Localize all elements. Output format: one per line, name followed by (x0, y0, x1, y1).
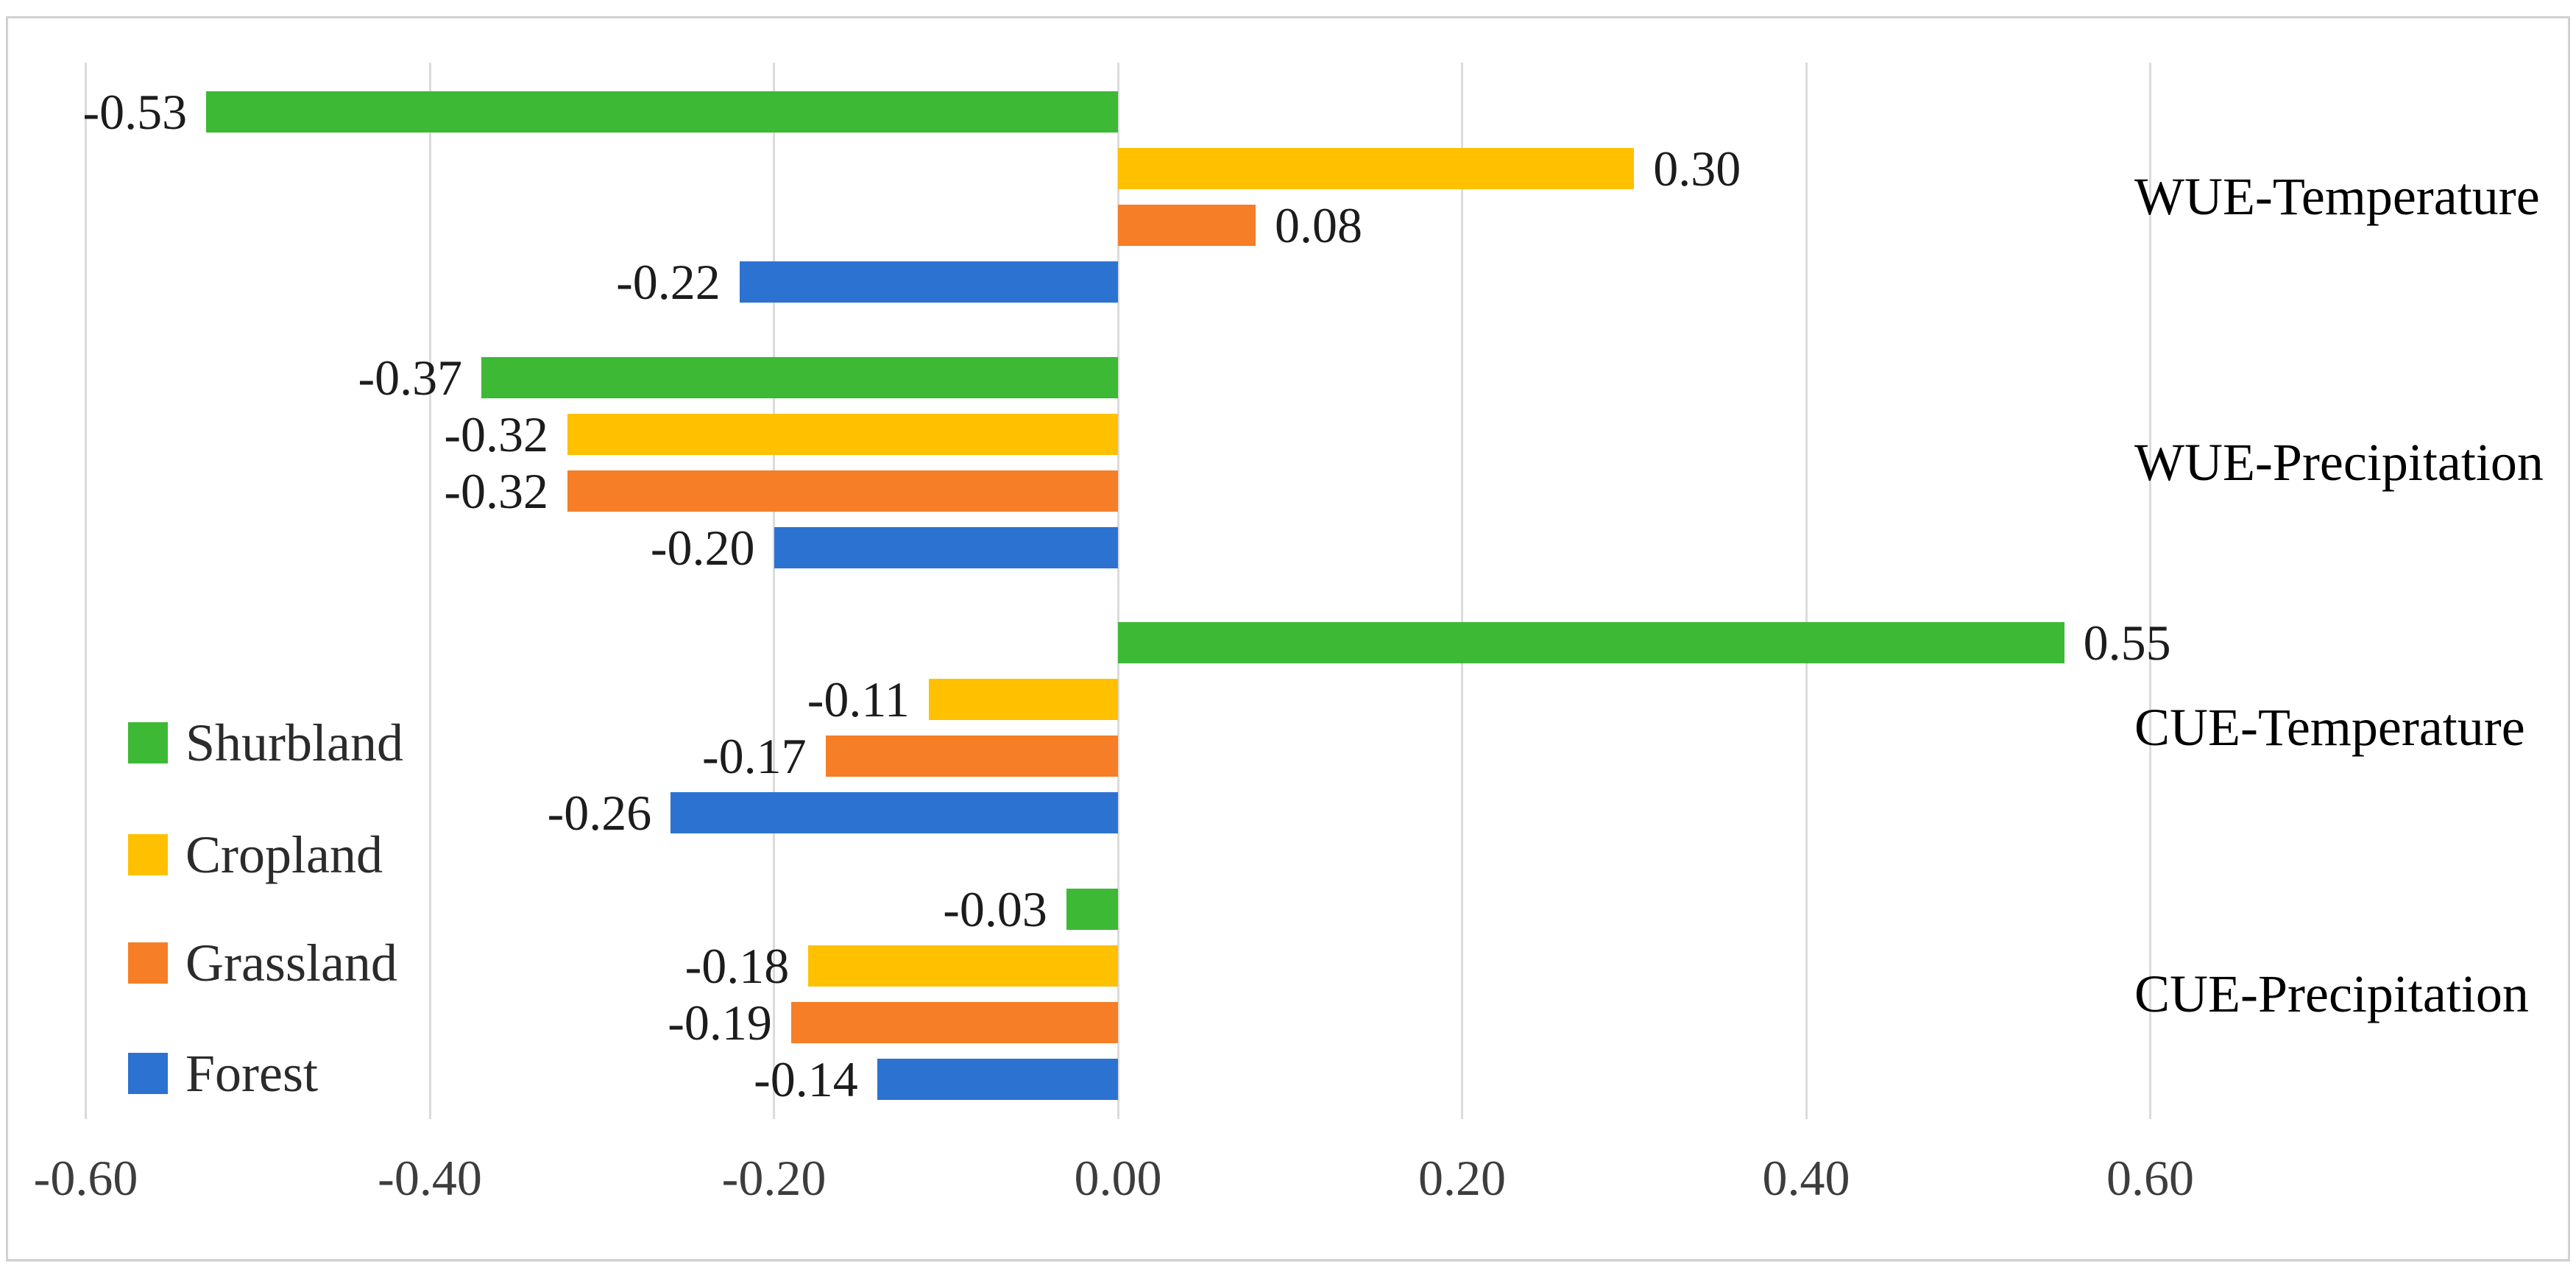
bar-value-label: -0.26 (547, 784, 652, 841)
bar (1066, 888, 1118, 930)
bar-value-label: 0.08 (1275, 197, 1362, 253)
bar (808, 945, 1118, 987)
legend-label: Shurbland (185, 713, 403, 772)
gridline (85, 63, 87, 1119)
legend-swatch (128, 942, 168, 984)
gridline (2149, 63, 2151, 1119)
category-label: WUE-Temperature (2134, 167, 2540, 226)
x-tick-label: 0.60 (2106, 1150, 2194, 1206)
bar-value-label: -0.11 (807, 671, 910, 727)
x-tick-label: 0.00 (1074, 1150, 1162, 1206)
category-label: WUE-Precipitation (2134, 433, 2544, 492)
bar-value-label: -0.20 (650, 519, 755, 576)
bar (206, 91, 1118, 133)
chart-frame (6, 16, 2570, 1261)
x-tick-label: 0.40 (1762, 1150, 1850, 1206)
gridline (1117, 63, 1119, 1119)
bar-value-label: -0.32 (444, 462, 548, 519)
bar-value-label: -0.22 (616, 253, 721, 310)
gridline (428, 63, 431, 1119)
category-label: CUE-Temperature (2134, 698, 2525, 757)
bar (790, 1001, 1118, 1043)
legend-label: Grassland (185, 934, 397, 992)
bar (670, 791, 1118, 833)
bar-value-label: 0.55 (2083, 614, 2171, 671)
category-label: CUE-Precipitation (2134, 964, 2529, 1023)
bar-value-label: -0.18 (684, 937, 790, 994)
x-tick-label: 0.20 (1418, 1150, 1506, 1206)
legend-swatch (128, 722, 168, 763)
gridline (773, 63, 775, 1119)
bar-value-label: 0.30 (1653, 140, 1741, 197)
legend-swatch (128, 1053, 168, 1094)
bar (774, 526, 1118, 568)
x-tick-label: -0.20 (721, 1150, 827, 1206)
bar (567, 413, 1118, 455)
bar (1118, 204, 1256, 246)
bar-value-label: -0.19 (668, 994, 772, 1051)
bar (567, 470, 1118, 512)
legend-swatch (128, 834, 168, 875)
legend-label: Forest (185, 1044, 318, 1103)
x-tick-label: -0.40 (378, 1150, 482, 1206)
gridline (1805, 63, 1808, 1119)
bar (1118, 621, 2064, 663)
bar (739, 261, 1118, 303)
bar (1118, 147, 1635, 189)
bar-value-label: -0.37 (358, 349, 463, 406)
bar (928, 678, 1118, 720)
bar-value-label: -0.17 (701, 727, 807, 784)
gridline (1461, 63, 1463, 1119)
bar-value-label: -0.32 (444, 406, 548, 462)
bar (877, 1058, 1118, 1100)
bar-value-label: -0.14 (754, 1051, 858, 1107)
x-tick-label: -0.60 (33, 1150, 138, 1206)
bar-value-label: -0.03 (943, 881, 1047, 937)
legend-label: Cropland (185, 825, 383, 884)
bar-value-label: -0.53 (82, 83, 188, 140)
bar (825, 735, 1118, 777)
bar (481, 356, 1118, 398)
